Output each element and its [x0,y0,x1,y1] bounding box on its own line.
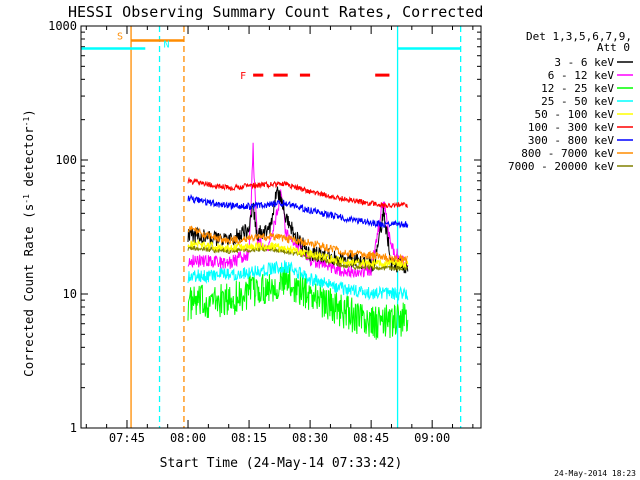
series-300-800-kev [187,193,409,229]
y-tick-label: 10 [63,287,77,301]
legend-label-800-7000-kev: 800 - 7000 keV [521,147,614,160]
legend-label-12-25-kev: 12 - 25 keV [541,82,614,95]
x-tick-label: 09:00 [414,431,450,445]
series-3-6-kev [187,186,409,274]
y-tick-label: 1000 [48,19,77,33]
x-tick-label: 07:45 [109,431,145,445]
timestamp: 24-May-2014 18:23 [554,469,636,478]
plot-frame [80,25,482,429]
saa-label: S [117,31,123,42]
night-label: N [164,39,170,50]
y-axis-label-sup1: -1 [22,194,31,204]
x-tick-label: 08:45 [353,431,389,445]
series-50-100-kev [187,238,409,269]
series-800-7000-kev [187,225,408,264]
y-axis-label: Corrected Count Rate (s-1 detector-1) [21,109,36,377]
y-axis-label-main: Corrected Count Rate (s [21,204,36,377]
legend-label-300-800-kev: 300 - 800 keV [528,134,614,147]
series-12-25-kev [187,265,409,340]
chart-title: HESSI Observing Summary Count Rates, Cor… [68,3,483,21]
x-tick-label: 08:15 [231,431,267,445]
legend-label-6-12-kev: 6 - 12 keV [548,69,615,82]
plot-layer [81,25,481,429]
series-25-50-kev [187,260,409,301]
y-axis-label-end: ) [21,109,36,117]
y-tick-label: 1 [70,421,77,435]
x-axis-label: Start Time (24-May-14 07:33:42) [160,456,403,471]
series-100-300-kev [187,176,409,209]
legend-label-50-100-kev: 50 - 100 keV [535,108,615,121]
y-axis-label-mid: detector [21,126,36,194]
legend-label-100-300-kev: 100 - 300 keV [528,121,614,134]
x-tick-label: 08:00 [170,431,206,445]
legend-title-line-2: Att 0 [597,41,630,54]
legend-title-line-1: Det 1,3,5,6,7,9, [526,30,632,43]
legend-label-25-50-kev: 25 - 50 keV [541,95,614,108]
legend-label-3-6-kev: 3 - 6 keV [554,56,614,69]
y-axis-label-sup2: -1 [22,117,31,127]
flare-label: F [240,71,246,82]
x-tick-label: 08:30 [292,431,328,445]
legend-label-7000-20000-kev: 7000 - 20000 keV [508,160,614,173]
y-tick-label: 100 [55,153,77,167]
